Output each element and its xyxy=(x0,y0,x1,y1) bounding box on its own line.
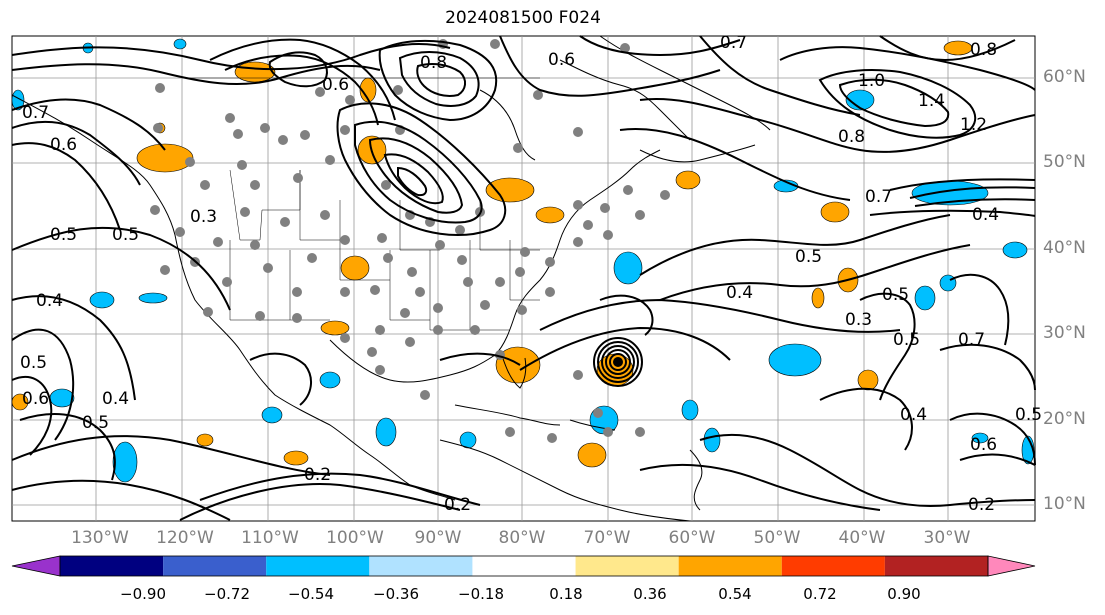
contour-label: 0.5 xyxy=(50,225,77,245)
contour-label: 0.7 xyxy=(865,187,892,207)
colorbar-extend-high xyxy=(987,555,1036,577)
contour-label: 0.3 xyxy=(845,310,872,330)
coastlines xyxy=(11,35,771,522)
colorbar-segment xyxy=(472,556,576,576)
lat-label: 50°N xyxy=(1043,152,1086,172)
contour-label: 0.5 xyxy=(20,353,47,373)
contour-label: 1.0 xyxy=(858,71,885,91)
colorbar-segment xyxy=(678,556,782,576)
lon-label: 60°W xyxy=(668,528,716,548)
lat-label: 40°N xyxy=(1043,238,1086,258)
lon-label: 110°W xyxy=(241,528,299,548)
contour-label: 0.4 xyxy=(900,405,927,425)
lat-label: 10°N xyxy=(1043,494,1086,514)
contour-label: 0.5 xyxy=(882,285,909,305)
lat-label: 30°N xyxy=(1043,323,1086,343)
colorbar-extend-low xyxy=(11,555,61,577)
contour-label: 0.2 xyxy=(444,495,471,515)
lon-label: 30°W xyxy=(923,528,971,548)
contour-label: 0.6 xyxy=(322,75,349,95)
hurricane-vortex xyxy=(593,337,643,387)
plot-title: 2024081500 F024 xyxy=(445,8,601,28)
contour-label: 0.7 xyxy=(958,330,985,350)
colorbar-tick: 0.18 xyxy=(549,585,583,603)
contour-label: 0.6 xyxy=(50,135,77,155)
colorbar-tick: 0.36 xyxy=(633,585,667,603)
contour-label: 0.4 xyxy=(102,389,129,409)
colorbar-tick: −0.18 xyxy=(458,585,504,603)
colorbar-segment xyxy=(781,556,885,576)
contour-label: 1.2 xyxy=(960,115,987,135)
lon-label: 130°W xyxy=(71,528,129,548)
contour-label: 0.6 xyxy=(548,50,575,70)
lon-label: 90°W xyxy=(414,528,462,548)
contour-label: 0.3 xyxy=(190,207,217,227)
contour-label: 0.8 xyxy=(970,40,997,60)
map-frame xyxy=(11,35,1036,522)
contour-label: 0.2 xyxy=(304,465,331,485)
lat-label: 60°N xyxy=(1043,67,1086,87)
lon-label: 100°W xyxy=(326,528,384,548)
colorbar-segment xyxy=(60,556,164,576)
colorbar-tick: −0.72 xyxy=(204,585,250,603)
lon-label: 80°W xyxy=(498,528,546,548)
contour-label: 0.7 xyxy=(22,103,49,123)
colorbar xyxy=(11,555,1036,577)
colorbar-tick: 0.54 xyxy=(718,585,752,603)
colorbar-segment xyxy=(266,556,370,576)
colorbar-outline xyxy=(59,555,989,577)
lon-label: 120°W xyxy=(156,528,214,548)
contour-label: 0.2 xyxy=(968,495,995,515)
lat-label: 20°N xyxy=(1043,409,1086,429)
contour-labels: 0.8 0.6 0.7 0.6 0.8 1.0 1.4 1.2 0.8 0.7 … xyxy=(20,33,1042,515)
contour-label: 0.5 xyxy=(82,413,109,433)
lon-label: 50°W xyxy=(753,528,801,548)
contour-label: 0.4 xyxy=(726,283,753,303)
contour-label: 0.5 xyxy=(112,225,139,245)
colorbar-tick: −0.54 xyxy=(288,585,334,603)
colorbar-segment xyxy=(575,556,679,576)
lon-label: 70°W xyxy=(583,528,631,548)
contour-label: 1.4 xyxy=(918,91,945,111)
colorbar-tick: −0.36 xyxy=(373,585,419,603)
colorbar-tick: 0.90 xyxy=(887,585,921,603)
contour-label: 0.4 xyxy=(36,291,63,311)
contour-label: 0.8 xyxy=(420,53,447,73)
colorbar-segment xyxy=(884,556,988,576)
state-borders xyxy=(185,77,540,331)
contour-label: 0.5 xyxy=(1015,405,1042,425)
colorbar-tick: 0.72 xyxy=(803,585,837,603)
lon-label: 40°W xyxy=(838,528,886,548)
colorbar-segment xyxy=(163,556,267,576)
colorbar-segment xyxy=(369,556,473,576)
contour-label: 0.4 xyxy=(972,205,999,225)
contour-label: 0.8 xyxy=(838,127,865,147)
colorbar-tick: −0.90 xyxy=(120,585,166,603)
contour-label: 0.5 xyxy=(795,247,822,267)
contour-label: 0.6 xyxy=(970,435,997,455)
contour-label: 0.5 xyxy=(893,330,920,350)
contour-label: 0.7 xyxy=(720,33,747,53)
contour-lines xyxy=(11,35,1036,521)
contour-label: 0.6 xyxy=(22,389,49,409)
